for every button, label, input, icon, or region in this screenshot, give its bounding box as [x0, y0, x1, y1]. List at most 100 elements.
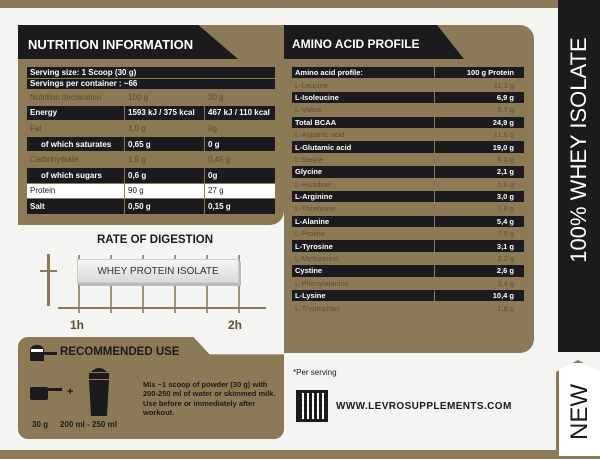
amino-value: 3,0 g	[434, 189, 525, 204]
amino-value: 1,8 g	[434, 301, 525, 315]
table-row: Fat 1,0 g 0g	[26, 120, 276, 137]
digestion-y-tick	[40, 270, 57, 272]
table-row: L-Alanine 5,4 g	[291, 214, 525, 229]
amino-name: L-Glutamic acid	[291, 140, 435, 154]
table-row: L-Glutamic acid 19,0 g	[291, 140, 525, 154]
amino-name: L-Tyrosine	[291, 239, 435, 253]
amino-name: L-Histidine	[291, 177, 435, 191]
amino-value: 3,1 g	[434, 239, 525, 253]
servings-per-container: Servings per container : ~66	[26, 77, 276, 90]
digestion-y-axis	[47, 254, 50, 306]
table-row: L-Valine 6,7 g	[291, 103, 525, 117]
table-header: Nutrition declaration 100 g 30 g	[26, 89, 276, 106]
table-row: L-Isoleucine 6,9 g	[291, 90, 525, 105]
plus-sign: +	[67, 386, 74, 398]
product-name: 100% WHEY ISOLATE	[566, 37, 591, 263]
amino-name: L-Lysine	[291, 289, 435, 303]
liquid-quantity: 200 ml - 250 ml	[60, 420, 117, 429]
table-row: Energy 1593 kJ / 375 kcal 467 kJ / 110 kca…	[26, 104, 276, 122]
table-row: L-Threonine 7,6 g	[291, 202, 525, 216]
top-strip	[0, 0, 560, 8]
amino-value: 2,1 g	[434, 165, 525, 179]
amino-name: L-Tryptophan	[291, 301, 435, 315]
scoop-icon	[30, 345, 57, 361]
table-row: L-Tryptophan 1,8 g	[291, 301, 525, 315]
table-row: of which sugars 0,6 g 0g	[26, 166, 276, 184]
digestion-x-tick	[238, 255, 240, 313]
digestion-x-tick	[110, 255, 112, 313]
shaker-icon	[89, 368, 109, 416]
table-row: L-Histidine 1,6 g	[291, 177, 525, 191]
scoop-icon	[30, 387, 62, 400]
amino-value: 6,9 g	[434, 90, 525, 105]
amino-value: 7,5 g	[434, 227, 525, 241]
amino-name: L-Serine	[291, 152, 435, 167]
table-row: Salt 0,50 g 0,15 g	[26, 198, 276, 215]
digestion-x-tick	[78, 255, 80, 313]
table-row: L-Phenylalanine 3,4 g	[291, 276, 525, 291]
amino-value: 24,9 g	[434, 115, 525, 129]
amino-value: 2,6 g	[434, 264, 525, 278]
new-badge	[556, 360, 600, 459]
digestion-x-axis	[58, 307, 266, 309]
table-header: Amino acid profile: 100 g Protein	[291, 65, 525, 80]
amino-name: L-Leucine	[291, 78, 435, 92]
table-row: L-Leucine 11,3 g	[291, 78, 525, 92]
new-badge-text: NEW	[566, 384, 593, 440]
table-row: Glycine 2,1 g	[291, 165, 525, 179]
table-row: Cystine 2,6 g	[291, 264, 525, 278]
table-row: L-Serine 5,1 g	[291, 152, 525, 167]
amino-name: Total BCAA	[291, 115, 435, 129]
table-row: Carbohydrate 1,5 g 0,45 g	[26, 151, 276, 168]
amino-name: L-Valine	[291, 103, 435, 117]
amino-name: Glycine	[291, 165, 435, 179]
amino-name: L-Arginine	[291, 189, 435, 204]
nutrition-title: NUTRITION INFORMATION	[18, 25, 238, 59]
table-row: L-Lysine 10,4 g	[291, 289, 525, 303]
amino-name: L-Isoleucine	[291, 90, 435, 105]
table-row: L-Tyrosine 3,1 g	[291, 239, 525, 253]
digestion-x-tick	[206, 255, 208, 313]
amino-table: Amino acid profile: 100 g Protein L-Leucin…	[291, 65, 525, 315]
table-row: Total BCAA 24,9 g	[291, 115, 525, 129]
amino-name: L-Alanine	[291, 214, 435, 229]
amino-value: 5,4 g	[434, 214, 525, 229]
table-row: L-Proline 7,5 g	[291, 227, 525, 241]
amino-name: L-Proline	[291, 227, 435, 241]
qr-code-icon[interactable]	[296, 390, 328, 422]
amino-name: Cystine	[291, 264, 435, 278]
amino-name: L-Phenylalanine	[291, 276, 435, 291]
amino-value: 1,6 g	[434, 177, 525, 191]
amino-title: AMINO ACID PROFILE	[284, 25, 464, 59]
digestion-start-label: 1h	[70, 318, 85, 332]
digestion-x-tick	[174, 255, 176, 313]
amino-value: 11,6 g	[434, 127, 525, 142]
amino-value: 6,7 g	[434, 103, 525, 117]
digestion-x-tick	[142, 255, 144, 313]
website-link[interactable]: WWW.LEVROSUPPLEMENTS.COM	[336, 401, 512, 412]
amino-value: 19,0 g	[434, 140, 525, 154]
table-row: L-Methionine 2,2 g	[291, 251, 525, 266]
amino-value: 3,4 g	[434, 276, 525, 291]
amino-value: 10,4 g	[434, 289, 525, 303]
scoop-quantity: 30 g	[32, 420, 49, 429]
side-strip	[558, 0, 600, 352]
bottom-strip	[0, 450, 560, 459]
table-row: Protein 90 g 27 g	[26, 182, 276, 200]
amino-value: 11,3 g	[434, 78, 525, 92]
amino-value: 7,6 g	[434, 202, 525, 216]
nutrition-table: Serving size: 1 Scoop (30 g) Servings pe…	[26, 66, 276, 215]
table-row: L-Aspartic acid 11,6 g	[291, 127, 525, 142]
recommended-text: Mix ~1 scoop of powder (30 g) with 200-2…	[143, 380, 276, 418]
digestion-end-label: 2h	[228, 318, 243, 332]
digestion-bar: WHEY PROTEIN ISOLATE	[77, 259, 239, 283]
digestion-title: RATE OF DIGESTION	[96, 234, 214, 246]
amino-value: 2,2 g	[434, 251, 525, 266]
per-serving-note: *Per serving	[293, 368, 337, 377]
recommended-title: RECOMMENDED USE	[60, 346, 180, 358]
amino-value: 5,1 g	[434, 152, 525, 167]
table-row: L-Arginine 3,0 g	[291, 189, 525, 204]
amino-name: L-Methionine	[291, 251, 435, 266]
amino-name: L-Aspartic acid	[291, 127, 435, 142]
